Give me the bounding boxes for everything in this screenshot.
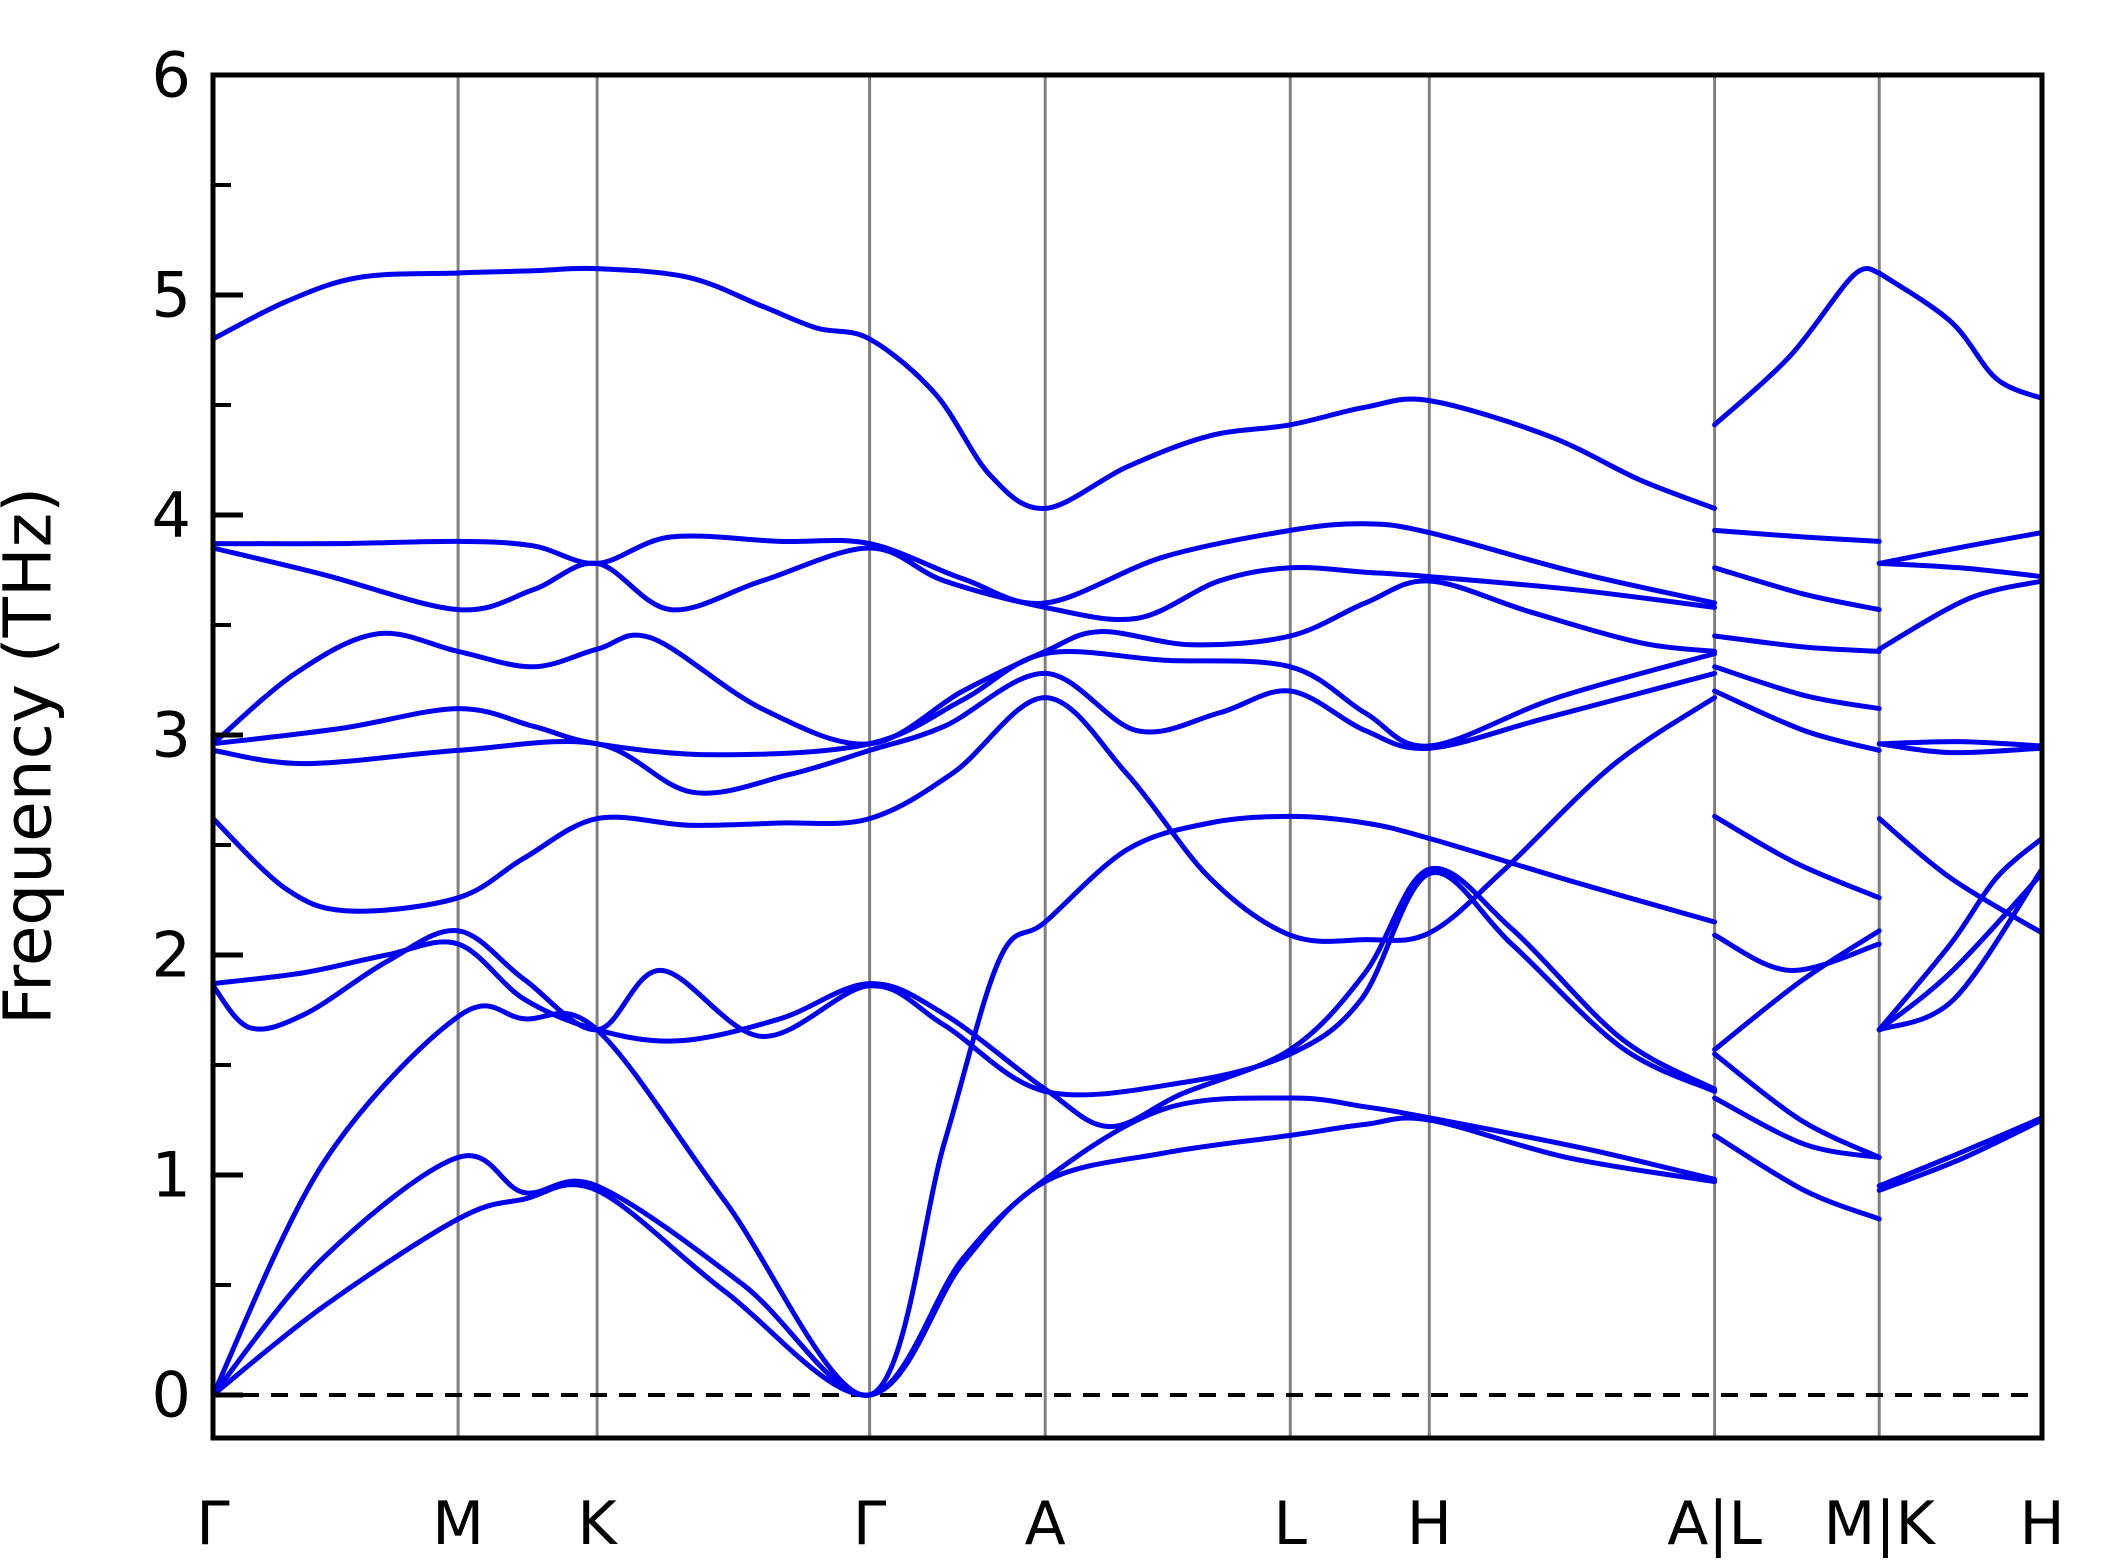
y-tick-label-0: 0 [152,1359,191,1432]
band-curve-band-11 [1712,527,1882,544]
band-curve-band-05 [1712,928,1882,1053]
band-curve-band-12 [1876,270,2045,401]
y-tick-label-1: 1 [152,1139,191,1212]
k-point-label-M: M [432,1489,484,1559]
k-point-label-A: A [1025,1489,1066,1559]
band-curve-band-08 [1876,739,2045,749]
band-curve-band-06 [210,695,1718,944]
band-curve-band-10 [1876,560,2045,580]
y-tick-label-5: 5 [152,259,191,332]
band-curve-band-08 [1712,664,1882,712]
k-point-label-L: L [1274,1489,1308,1559]
band-curve-band-03 [1876,835,2045,1033]
band-curve-band-09 [1876,578,2045,652]
band-curve-band-08 [210,649,1718,758]
band-curve-band-06 [1712,932,1882,973]
y-tick-label-6: 6 [152,39,191,112]
band-curve-band-02 [210,1095,1718,1398]
y-tick-label-3: 3 [152,699,191,772]
band-curve-band-06 [1876,816,2045,936]
band-curve-band-03 [210,813,1718,1398]
y-tick-label-4: 4 [152,479,191,552]
band-curve-band-07 [1876,741,2045,756]
k-point-label-M-K: M|K [1824,1489,1937,1559]
band-curve-band-03 [1712,813,1882,901]
band-curve-band-10 [210,545,1718,623]
band-curve-band-04 [1712,1051,1882,1160]
band-curve-band-05 [210,865,1718,1130]
y-tick-label-2: 2 [152,919,191,992]
band-curve-band-01 [1712,1132,1882,1222]
band-curve-band-04 [210,870,1718,1098]
band-curve-band-02 [1712,1095,1882,1160]
band-curve-band-12 [210,265,1718,511]
band-curve-band-04 [1876,871,2045,1033]
band-curve-band-10 [1712,565,1882,613]
band-curve-band-09 [1712,633,1882,654]
k-point-label-H: H [1407,1489,1452,1559]
band-curve-band-11 [1876,530,2045,566]
band-curve-band-02 [1876,1115,2045,1189]
y-axis-label: Frequency (THz) [0,486,67,1026]
band-curve-band-07 [1712,688,1882,753]
k-point-label-K: K [577,1489,618,1559]
plot-frame [210,72,2045,1441]
k-point-label-A-L: A|L [1667,1489,1762,1559]
band-curve-band-12 [1712,266,1882,428]
band-curve-band-11 [210,521,1718,606]
k-point-label-Γ: Γ [853,1489,887,1559]
band-curve-band-05 [1876,866,2045,1033]
band-curve-band-09 [210,578,1718,747]
k-point-label-H: H [2019,1489,2064,1559]
k-point-label-Γ: Γ [196,1489,230,1559]
band-curve-band-01 [1876,1117,2045,1193]
